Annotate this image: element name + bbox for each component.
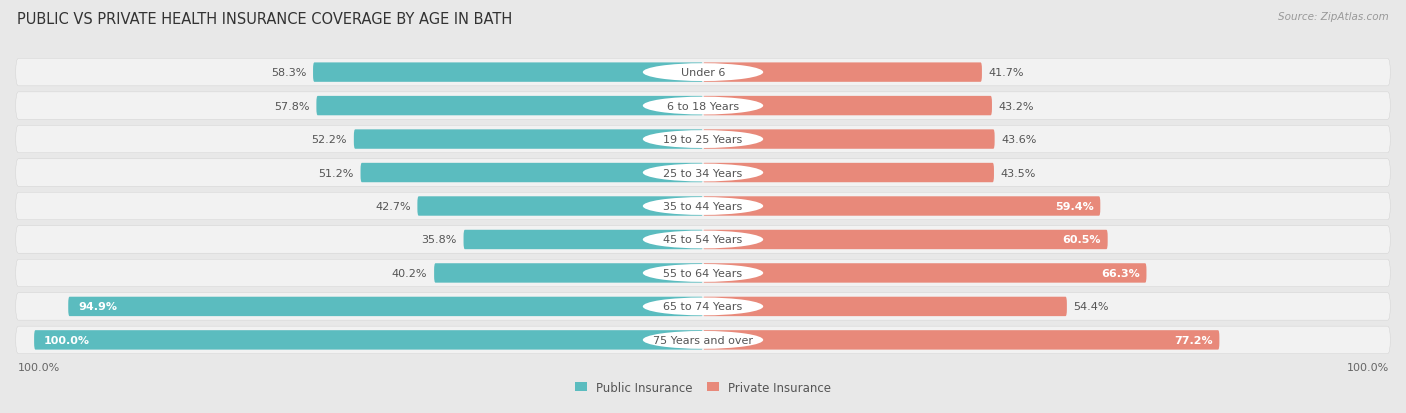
FancyBboxPatch shape <box>354 130 703 150</box>
Text: 65 to 74 Years: 65 to 74 Years <box>664 301 742 312</box>
FancyBboxPatch shape <box>703 197 1101 216</box>
FancyBboxPatch shape <box>316 97 703 116</box>
Text: Under 6: Under 6 <box>681 68 725 78</box>
FancyBboxPatch shape <box>15 159 1391 187</box>
FancyBboxPatch shape <box>703 97 993 116</box>
Ellipse shape <box>643 97 763 115</box>
FancyBboxPatch shape <box>34 330 703 350</box>
Ellipse shape <box>643 197 763 216</box>
FancyBboxPatch shape <box>703 330 1219 350</box>
Text: 77.2%: 77.2% <box>1174 335 1213 345</box>
FancyBboxPatch shape <box>464 230 703 249</box>
Ellipse shape <box>643 131 763 149</box>
FancyBboxPatch shape <box>703 164 994 183</box>
FancyBboxPatch shape <box>15 193 1391 220</box>
Text: 43.5%: 43.5% <box>1001 168 1036 178</box>
Text: 19 to 25 Years: 19 to 25 Years <box>664 135 742 145</box>
Text: 75 Years and over: 75 Years and over <box>652 335 754 345</box>
FancyBboxPatch shape <box>15 126 1391 153</box>
FancyBboxPatch shape <box>703 263 1146 283</box>
FancyBboxPatch shape <box>703 230 1108 249</box>
Text: 42.7%: 42.7% <box>375 202 411 211</box>
FancyBboxPatch shape <box>15 93 1391 120</box>
Text: 6 to 18 Years: 6 to 18 Years <box>666 101 740 112</box>
FancyBboxPatch shape <box>360 164 703 183</box>
Text: 25 to 34 Years: 25 to 34 Years <box>664 168 742 178</box>
Text: 58.3%: 58.3% <box>271 68 307 78</box>
Text: 100.0%: 100.0% <box>1347 362 1389 372</box>
Text: 57.8%: 57.8% <box>274 101 309 112</box>
FancyBboxPatch shape <box>15 326 1391 354</box>
Text: 100.0%: 100.0% <box>44 335 90 345</box>
Text: 51.2%: 51.2% <box>319 168 354 178</box>
Text: 40.2%: 40.2% <box>392 268 427 278</box>
Text: 60.5%: 60.5% <box>1063 235 1101 245</box>
FancyBboxPatch shape <box>15 293 1391 320</box>
Text: 35 to 44 Years: 35 to 44 Years <box>664 202 742 211</box>
Text: 55 to 64 Years: 55 to 64 Years <box>664 268 742 278</box>
Text: 66.3%: 66.3% <box>1101 268 1140 278</box>
Legend: Public Insurance, Private Insurance: Public Insurance, Private Insurance <box>571 376 835 399</box>
FancyBboxPatch shape <box>314 63 703 83</box>
Text: 54.4%: 54.4% <box>1074 301 1109 312</box>
Text: PUBLIC VS PRIVATE HEALTH INSURANCE COVERAGE BY AGE IN BATH: PUBLIC VS PRIVATE HEALTH INSURANCE COVER… <box>17 12 512 27</box>
FancyBboxPatch shape <box>434 263 703 283</box>
FancyBboxPatch shape <box>15 226 1391 254</box>
FancyBboxPatch shape <box>703 297 1067 316</box>
FancyBboxPatch shape <box>69 297 703 316</box>
Text: 41.7%: 41.7% <box>988 68 1024 78</box>
Text: 100.0%: 100.0% <box>17 362 59 372</box>
FancyBboxPatch shape <box>15 59 1391 87</box>
FancyBboxPatch shape <box>703 63 981 83</box>
Text: 43.6%: 43.6% <box>1001 135 1036 145</box>
Text: 59.4%: 59.4% <box>1054 202 1094 211</box>
Ellipse shape <box>643 64 763 82</box>
Text: 35.8%: 35.8% <box>422 235 457 245</box>
FancyBboxPatch shape <box>703 130 994 150</box>
Text: Source: ZipAtlas.com: Source: ZipAtlas.com <box>1278 12 1389 22</box>
FancyBboxPatch shape <box>15 260 1391 287</box>
FancyBboxPatch shape <box>418 197 703 216</box>
Text: 45 to 54 Years: 45 to 54 Years <box>664 235 742 245</box>
Text: 94.9%: 94.9% <box>79 301 117 312</box>
Text: 52.2%: 52.2% <box>312 135 347 145</box>
Text: 43.2%: 43.2% <box>998 101 1035 112</box>
Ellipse shape <box>643 264 763 282</box>
Ellipse shape <box>643 298 763 316</box>
Ellipse shape <box>643 331 763 349</box>
Ellipse shape <box>643 164 763 182</box>
Ellipse shape <box>643 231 763 249</box>
